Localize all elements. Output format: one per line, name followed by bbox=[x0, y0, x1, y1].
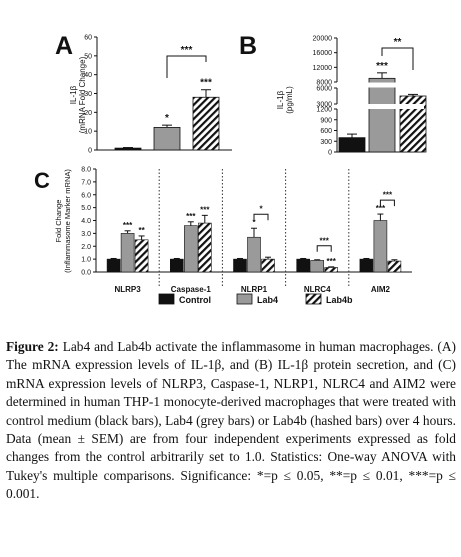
bracket bbox=[166, 55, 207, 78]
y-axis-label: (mRNA Fold Change) bbox=[78, 56, 87, 133]
legend-label: Control bbox=[179, 295, 211, 305]
bracket-label: ** bbox=[394, 37, 402, 48]
category-label: NLRC4 bbox=[304, 285, 331, 294]
y-tick-label: 4.0 bbox=[81, 218, 91, 225]
y-tick-label: 20000 bbox=[313, 36, 333, 43]
figure-caption: Figure 2: Lab4 and Lab4b activate the in… bbox=[6, 338, 456, 504]
bar bbox=[233, 258, 247, 273]
bracket bbox=[253, 213, 269, 221]
bar bbox=[153, 127, 181, 151]
legend: Control Lab4 Lab4b bbox=[158, 293, 353, 305]
y-tick-label: 16000 bbox=[313, 50, 333, 57]
y-tick-label: 6.0 bbox=[81, 192, 91, 199]
caption-text: Lab4 and Lab4b activate the inflammasome… bbox=[6, 339, 456, 502]
bar bbox=[247, 236, 261, 273]
y-tick-label: 30 bbox=[84, 91, 92, 98]
category-label: AIM2 bbox=[371, 285, 391, 294]
y-tick-label: 0 bbox=[328, 150, 332, 157]
bar bbox=[120, 233, 135, 273]
axis-break bbox=[338, 104, 424, 109]
y-tick-label: 50 bbox=[84, 53, 92, 60]
y-tick-label: 5.0 bbox=[81, 205, 91, 212]
y-tick-label: 40 bbox=[84, 72, 92, 79]
bracket-label: *** bbox=[181, 45, 193, 56]
bar bbox=[359, 258, 374, 273]
bar bbox=[198, 222, 212, 273]
y-tick-label: 3000 bbox=[316, 102, 332, 109]
legend-swatch bbox=[158, 293, 175, 305]
bar bbox=[114, 147, 142, 151]
y-tick-label: 60 bbox=[84, 35, 92, 42]
significance-label: * bbox=[411, 82, 415, 93]
bar bbox=[192, 96, 220, 151]
bracket-label: *** bbox=[320, 236, 330, 245]
bracket-label: * bbox=[259, 205, 263, 214]
y-tick-label: 0 bbox=[88, 148, 92, 155]
y-axis-label: IL-1β bbox=[276, 90, 285, 109]
y-axis-label: (pg/mL) bbox=[285, 86, 294, 114]
y-tick-label: 300 bbox=[320, 139, 332, 146]
significance-label: *** bbox=[123, 221, 133, 230]
significance-label: *** bbox=[327, 257, 337, 266]
y-tick-label: 600 bbox=[320, 128, 332, 135]
y-axis-label: (Inflammasome Marker mRNA) bbox=[63, 169, 72, 273]
legend-swatch bbox=[236, 293, 253, 305]
bar bbox=[373, 220, 388, 273]
significance-label: ** bbox=[138, 226, 145, 235]
y-tick-label: 3.0 bbox=[81, 231, 91, 238]
significance-label: * bbox=[252, 218, 256, 227]
significance-label: *** bbox=[200, 205, 210, 214]
bar bbox=[310, 260, 325, 273]
y-tick-label: 8.0 bbox=[81, 167, 91, 174]
significance-label: *** bbox=[376, 61, 388, 72]
y-tick-label: 20 bbox=[84, 110, 92, 117]
category-label: NLRP3 bbox=[114, 285, 141, 294]
category-label: NLRP1 bbox=[241, 285, 268, 294]
bracket-label: *** bbox=[383, 191, 393, 200]
bar bbox=[261, 258, 275, 273]
panel-letter-c: C bbox=[34, 168, 50, 193]
bar bbox=[184, 225, 198, 273]
bracket bbox=[316, 245, 332, 252]
bar bbox=[324, 267, 339, 273]
panel-c: C 0.0 1.0 2.0 3.0 4.0 5.0 6.0 7.0 8.0 Fold Change(… bbox=[34, 167, 412, 294]
bar bbox=[338, 137, 366, 153]
caption-label: Figure 2: bbox=[6, 339, 59, 354]
category-label: Caspase-1 bbox=[171, 285, 212, 294]
panel-letter-b: B bbox=[239, 32, 257, 60]
bracket bbox=[381, 47, 414, 70]
bar bbox=[106, 258, 121, 273]
y-tick-label: 8000 bbox=[316, 80, 332, 87]
panel-letter-a: A bbox=[55, 32, 73, 60]
y-tick-label: 7.0 bbox=[81, 179, 91, 186]
bar bbox=[296, 258, 311, 273]
bar bbox=[170, 258, 184, 273]
y-tick-label: 900 bbox=[320, 117, 332, 124]
significance-label: *** bbox=[186, 212, 196, 221]
significance-label: *** bbox=[376, 204, 386, 213]
y-tick-label: 0.0 bbox=[81, 270, 91, 277]
y-tick-label: 6000 bbox=[316, 86, 332, 93]
y-tick-label: 2.0 bbox=[81, 244, 91, 251]
axis-break bbox=[338, 82, 424, 88]
significance-label: *** bbox=[200, 78, 212, 89]
y-tick-label: 1200 bbox=[316, 107, 332, 114]
bracket bbox=[379, 199, 395, 207]
bar bbox=[387, 260, 402, 273]
bar bbox=[368, 77, 396, 153]
bar bbox=[134, 239, 149, 273]
y-tick-label: 1.0 bbox=[81, 257, 91, 264]
y-axis-label: IL-1β bbox=[69, 85, 78, 104]
significance-label: * bbox=[165, 113, 169, 124]
y-axis-label: Fold Change bbox=[54, 200, 63, 243]
legend-label: Lab4b bbox=[326, 295, 353, 305]
legend-label: Lab4 bbox=[257, 295, 278, 305]
y-tick-label: 12000 bbox=[313, 65, 333, 72]
y-tick-label: 10 bbox=[84, 129, 92, 136]
legend-swatch bbox=[305, 293, 322, 305]
